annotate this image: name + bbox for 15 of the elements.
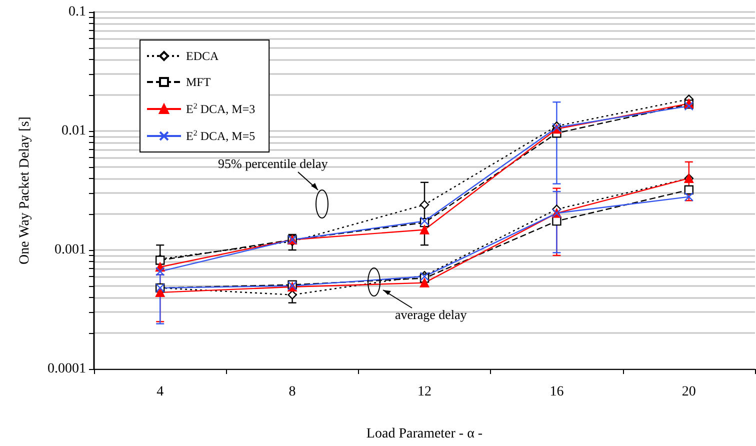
- x-tick-label: 12: [418, 384, 432, 400]
- legend-label: MFT: [186, 75, 212, 89]
- y-tick-label: 0.001: [54, 242, 86, 258]
- x-tick-label: 20: [682, 384, 696, 400]
- y-tick-label: 0.0001: [48, 362, 86, 376]
- y-axis-title: One Way Packet Delay [s]: [18, 116, 32, 264]
- x-tick-label: 8: [288, 384, 296, 400]
- x-tick-label: 16: [550, 384, 564, 400]
- annotation: 95% percentile delay: [218, 156, 328, 172]
- y-tick-label: 0.01: [62, 124, 86, 138]
- annotation: average delay: [395, 307, 467, 323]
- y-tick-label: 0.1: [68, 4, 86, 20]
- x-tick-label: 4: [156, 384, 164, 400]
- legend-label: EDCA: [186, 49, 219, 63]
- x-axis-title: Load Parameter - α -: [366, 426, 483, 442]
